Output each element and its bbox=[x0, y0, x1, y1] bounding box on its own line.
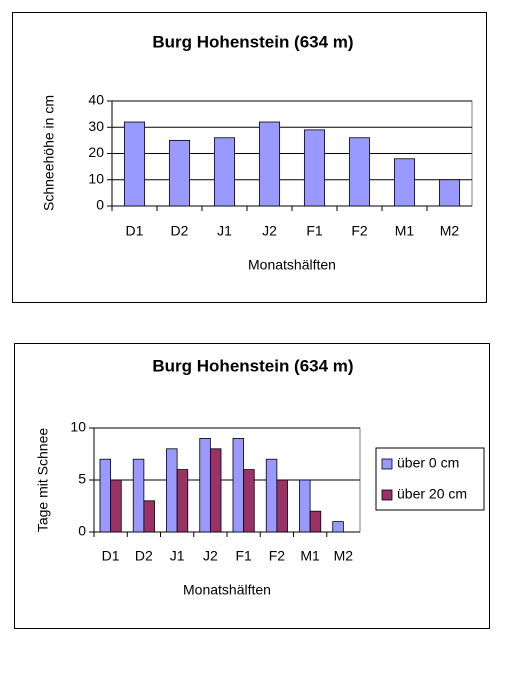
y-axis-title: Schneehöhe in cm bbox=[41, 95, 57, 211]
bar bbox=[258, 121, 281, 207]
x-tick-label: D1 bbox=[126, 223, 144, 239]
bar bbox=[176, 469, 189, 533]
bar bbox=[132, 458, 145, 533]
bar bbox=[168, 139, 191, 207]
legend-box bbox=[375, 447, 485, 511]
bar bbox=[166, 448, 178, 533]
bar bbox=[232, 437, 245, 533]
y-tick-label: 10 bbox=[88, 170, 104, 186]
x-tick-label: F2 bbox=[351, 223, 368, 239]
y-tick-label: 30 bbox=[88, 118, 104, 134]
bar bbox=[110, 479, 122, 533]
legend-swatch bbox=[381, 458, 393, 470]
bar bbox=[213, 137, 236, 207]
x-tick-label: J2 bbox=[262, 223, 277, 239]
legend-label: über 0 cm bbox=[397, 455, 459, 471]
bar bbox=[265, 458, 278, 533]
bar bbox=[303, 129, 326, 207]
y-tick-label: 40 bbox=[88, 92, 104, 108]
x-tick-label: D2 bbox=[171, 223, 189, 239]
x-tick-label: D1 bbox=[102, 548, 120, 564]
x-axis-title: Monatshälften bbox=[183, 582, 271, 598]
y-axis-title: Tage mit Schnee bbox=[35, 428, 51, 532]
x-axis-title: Monatshälften bbox=[248, 257, 336, 273]
bar bbox=[243, 469, 255, 533]
bar bbox=[276, 479, 288, 533]
bar bbox=[199, 437, 211, 533]
y-tick-label: 20 bbox=[88, 144, 104, 160]
legend-label: über 20 cm bbox=[397, 486, 467, 502]
bar bbox=[143, 500, 155, 533]
x-tick-label: J1 bbox=[170, 548, 185, 564]
y-tick-label: 5 bbox=[78, 471, 86, 487]
legend-swatch bbox=[381, 489, 393, 501]
x-tick-label: D2 bbox=[135, 548, 153, 564]
bar bbox=[348, 137, 371, 207]
y-tick-label: 10 bbox=[70, 419, 86, 435]
bar bbox=[438, 179, 461, 207]
x-tick-label: J1 bbox=[217, 223, 232, 239]
x-tick-label: M2 bbox=[334, 548, 354, 564]
x-tick-label: F1 bbox=[235, 548, 252, 564]
bar bbox=[209, 448, 222, 533]
x-tick-label: M1 bbox=[300, 548, 320, 564]
x-tick-label: M2 bbox=[440, 223, 460, 239]
bar bbox=[99, 458, 112, 533]
x-tick-label: J2 bbox=[203, 548, 218, 564]
x-tick-label: F2 bbox=[269, 548, 286, 564]
bar bbox=[393, 158, 416, 207]
bar bbox=[299, 479, 311, 533]
bar bbox=[309, 510, 322, 533]
bar bbox=[123, 121, 146, 207]
bar bbox=[332, 521, 344, 533]
chart-title: Burg Hohenstein (634 m) bbox=[152, 32, 353, 51]
x-tick-label: F1 bbox=[306, 223, 323, 239]
x-tick-label: M1 bbox=[395, 223, 415, 239]
chart-title: Burg Hohenstein (634 m) bbox=[152, 356, 353, 375]
y-tick-label: 0 bbox=[96, 197, 104, 213]
y-tick-label: 0 bbox=[78, 523, 86, 539]
